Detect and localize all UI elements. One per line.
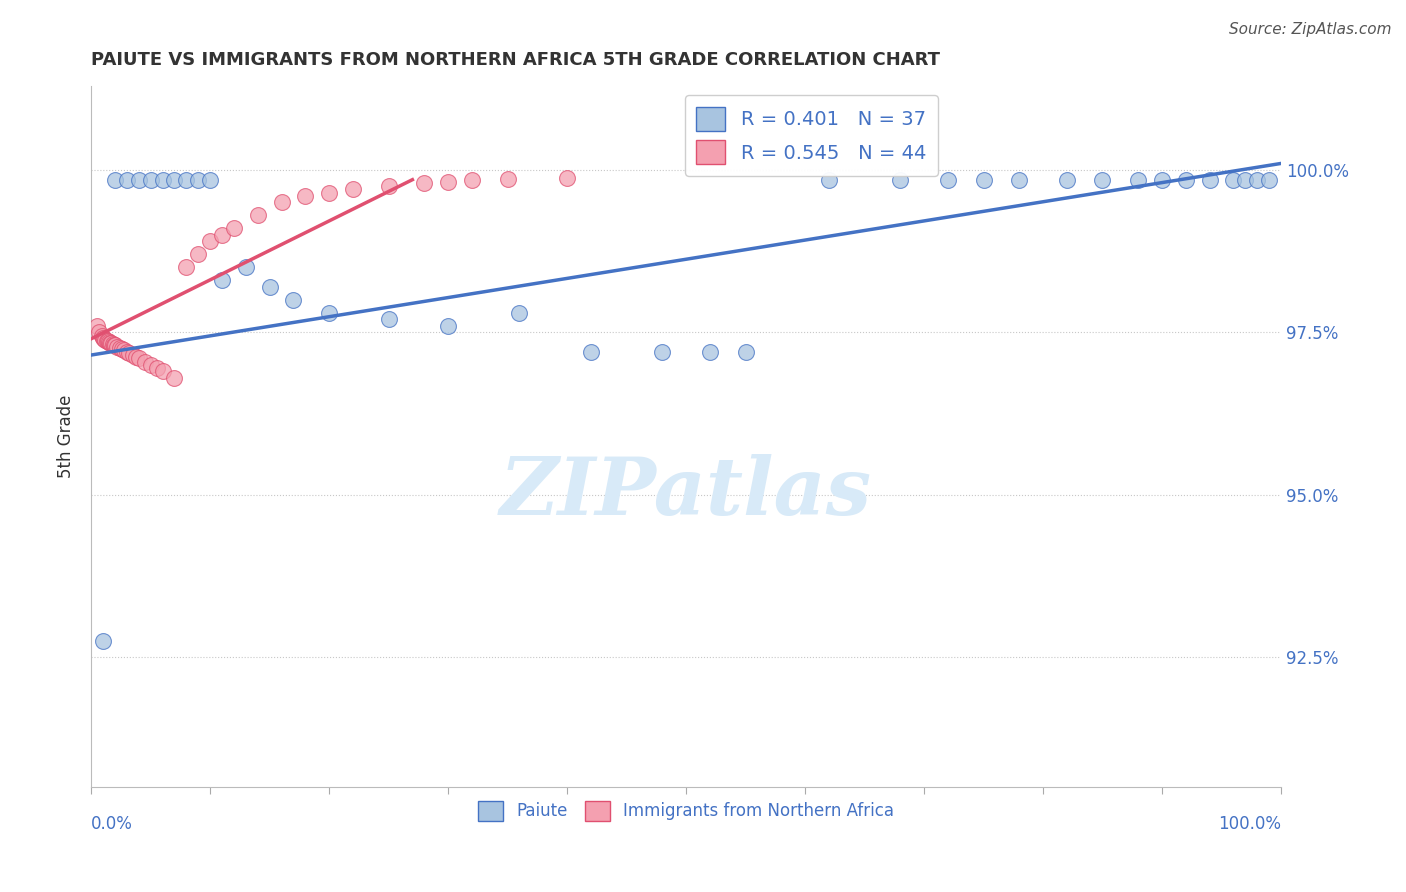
Point	[211, 273, 233, 287]
Legend: Paiute, Immigrants from Northern Africa: Paiute, Immigrants from Northern Africa	[471, 794, 901, 828]
Point	[93, 332, 115, 346]
Point	[115, 344, 138, 359]
Point	[139, 172, 162, 186]
Point	[377, 312, 399, 326]
Point	[699, 344, 721, 359]
Point	[128, 351, 150, 366]
Point	[1234, 172, 1257, 186]
Text: PAIUTE VS IMMIGRANTS FROM NORTHERN AFRICA 5TH GRADE CORRELATION CHART: PAIUTE VS IMMIGRANTS FROM NORTHERN AFRIC…	[91, 51, 941, 69]
Point	[1008, 172, 1031, 186]
Point	[1128, 172, 1150, 186]
Text: ZIPatlas: ZIPatlas	[501, 454, 872, 531]
Point	[437, 318, 460, 333]
Point	[97, 334, 120, 349]
Point	[176, 172, 198, 186]
Point	[1258, 172, 1281, 186]
Y-axis label: 5th Grade: 5th Grade	[58, 394, 75, 478]
Point	[104, 172, 127, 186]
Point	[235, 260, 257, 275]
Point	[936, 172, 959, 186]
Point	[318, 186, 340, 200]
Point	[118, 346, 141, 360]
Point	[103, 337, 125, 351]
Point	[105, 340, 128, 354]
Point	[1091, 172, 1114, 186]
Point	[889, 172, 911, 186]
Point	[134, 354, 156, 368]
Point	[125, 350, 148, 364]
Point	[94, 333, 117, 347]
Point	[413, 176, 436, 190]
Point	[111, 342, 134, 356]
Point	[259, 280, 281, 294]
Point	[508, 306, 530, 320]
Point	[100, 336, 122, 351]
Point	[1174, 172, 1197, 186]
Point	[89, 326, 111, 340]
Point	[114, 343, 136, 358]
Point	[163, 371, 186, 385]
Point	[98, 335, 121, 350]
Point	[163, 172, 186, 186]
Point	[96, 334, 118, 348]
Point	[176, 260, 198, 275]
Point	[152, 364, 174, 378]
Point	[222, 221, 245, 235]
Point	[817, 172, 839, 186]
Point	[294, 189, 316, 203]
Point	[734, 344, 756, 359]
Point	[270, 195, 292, 210]
Point	[104, 338, 127, 352]
Point	[1246, 172, 1268, 186]
Text: 0.0%: 0.0%	[91, 815, 134, 833]
Point	[377, 179, 399, 194]
Point	[555, 170, 578, 185]
Point	[121, 348, 143, 362]
Point	[461, 173, 484, 187]
Point	[283, 293, 305, 307]
Point	[90, 328, 112, 343]
Point	[187, 172, 209, 186]
Point	[187, 247, 209, 261]
Point	[101, 337, 124, 351]
Point	[579, 344, 602, 359]
Point	[91, 633, 114, 648]
Point	[1056, 172, 1078, 186]
Point	[973, 172, 995, 186]
Point	[152, 172, 174, 186]
Point	[98, 334, 121, 349]
Point	[318, 306, 340, 320]
Point	[115, 172, 138, 186]
Point	[1222, 172, 1244, 186]
Point	[91, 330, 114, 344]
Point	[211, 227, 233, 242]
Point	[128, 172, 150, 186]
Point	[437, 175, 460, 189]
Text: 100.0%: 100.0%	[1218, 815, 1281, 833]
Point	[342, 182, 364, 196]
Point	[1198, 172, 1220, 186]
Point	[651, 344, 673, 359]
Point	[145, 361, 167, 376]
Point	[198, 172, 221, 186]
Point	[86, 318, 108, 333]
Point	[496, 172, 519, 186]
Point	[246, 208, 269, 222]
Point	[108, 341, 131, 355]
Point	[139, 358, 162, 372]
Point	[198, 235, 221, 249]
Point	[1150, 172, 1173, 186]
Text: Source: ZipAtlas.com: Source: ZipAtlas.com	[1229, 22, 1392, 37]
